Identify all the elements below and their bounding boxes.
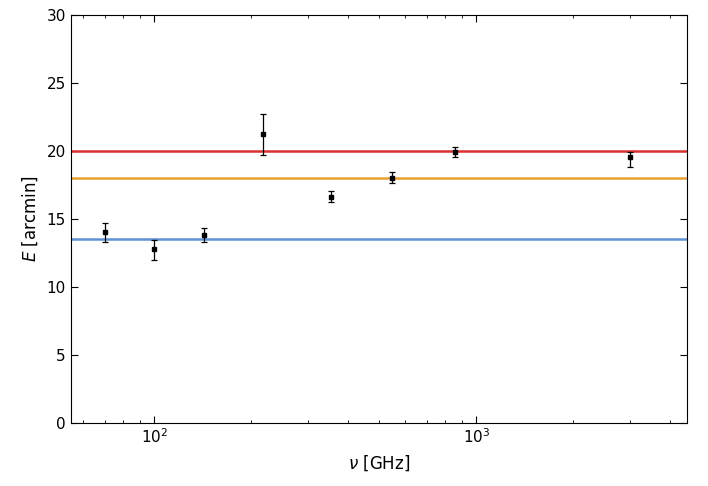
X-axis label: $\nu$ [GHz]: $\nu$ [GHz] [348, 453, 410, 473]
Y-axis label: $E$ [arcmin]: $E$ [arcmin] [20, 175, 40, 262]
